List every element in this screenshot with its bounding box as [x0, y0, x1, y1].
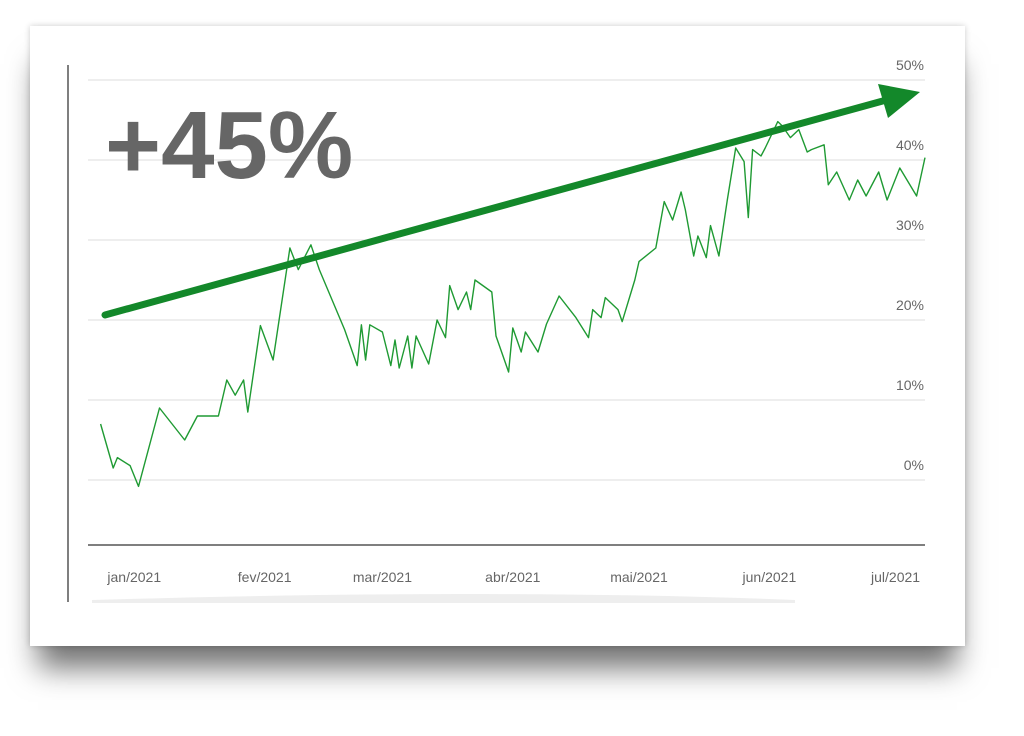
x-tick-label: mai/2021 — [610, 569, 668, 585]
trend-arrow — [101, 95, 894, 319]
x-tick-label: jan/2021 — [106, 569, 161, 585]
y-tick-label: 20% — [896, 297, 924, 313]
trend-arrow-head — [878, 84, 920, 118]
y-tick-label: 0% — [904, 457, 924, 473]
annotation: +45% — [105, 92, 353, 199]
y-tick-label: 30% — [896, 217, 924, 233]
y-tick-label: 40% — [896, 137, 924, 153]
x-tick-label: jul/2021 — [870, 569, 920, 585]
x-tick-label: jun/2021 — [742, 569, 797, 585]
y-tick-label: 10% — [896, 377, 924, 393]
x-tick-label: abr/2021 — [485, 569, 540, 585]
card — [30, 26, 965, 646]
y-tick-label: 50% — [896, 57, 924, 73]
x-tick-label: mar/2021 — [353, 569, 412, 585]
x-tick-label: fev/2021 — [238, 569, 292, 585]
navigator — [92, 594, 795, 603]
